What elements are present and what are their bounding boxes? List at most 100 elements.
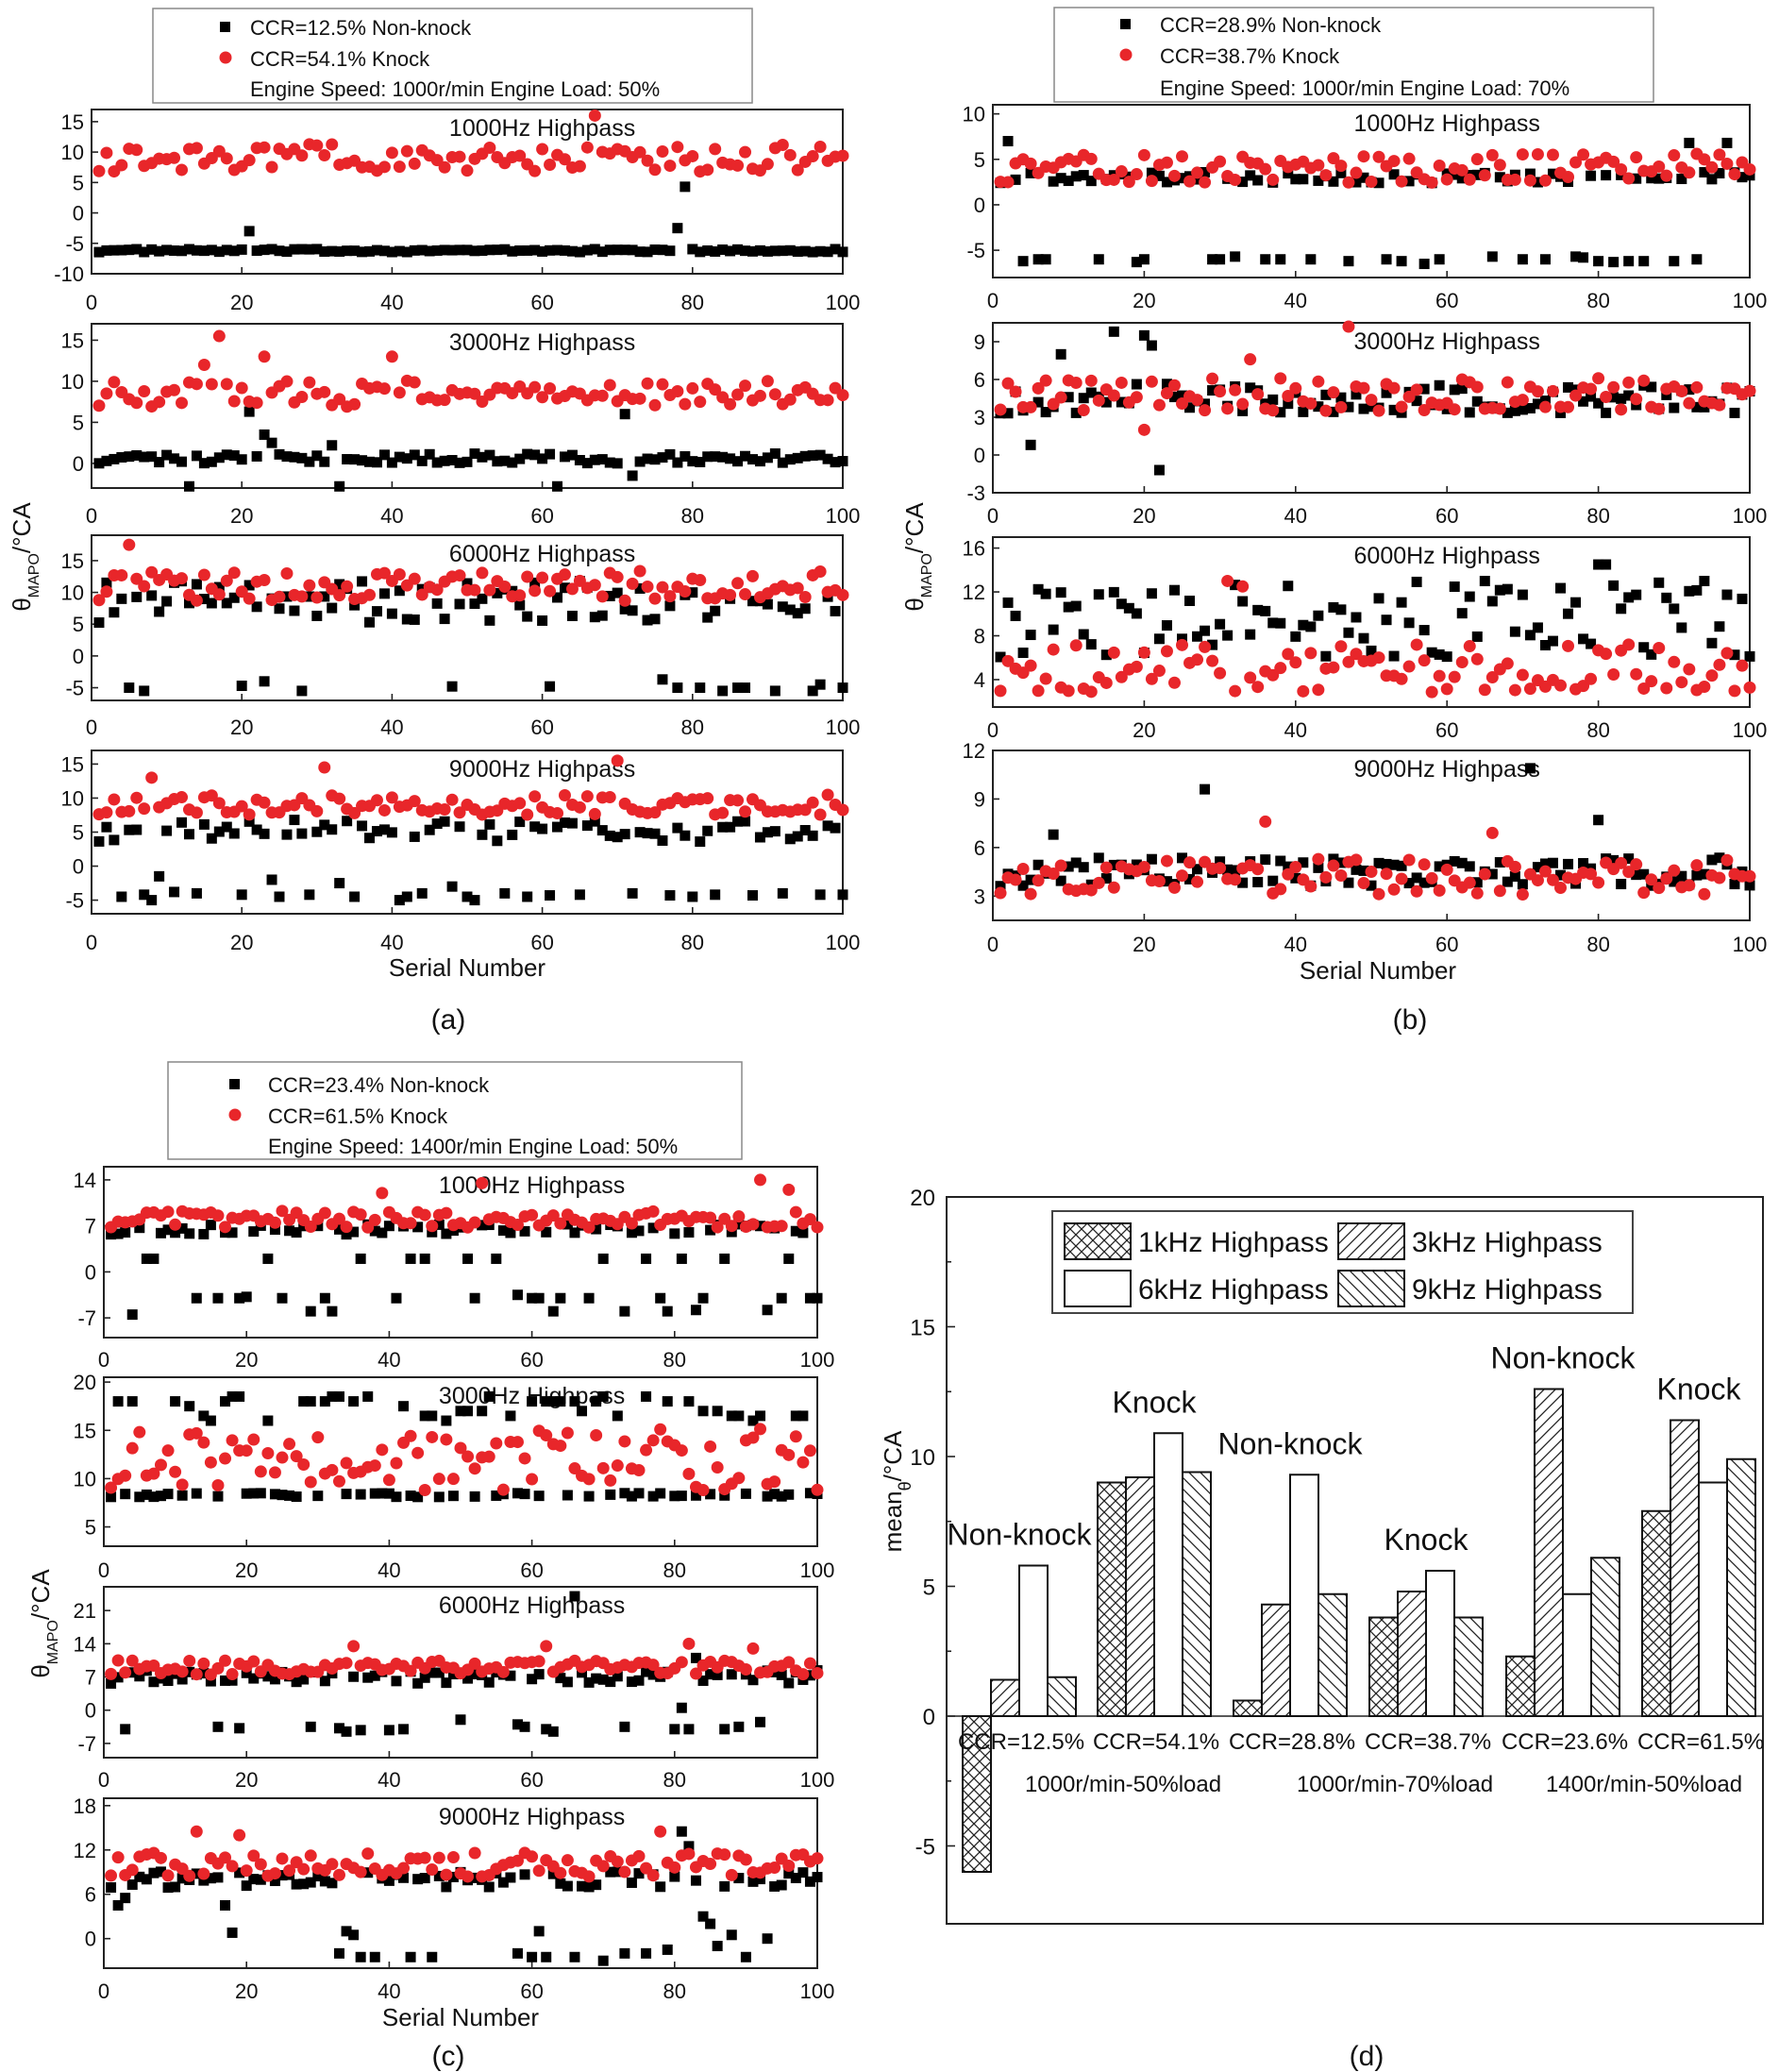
- non-knock-point: [1343, 877, 1354, 888]
- non-knock-point: [176, 1490, 188, 1501]
- non-knock-point: [101, 821, 112, 833]
- non-knock-point: [386, 457, 397, 468]
- knock-point: [521, 808, 534, 821]
- non-knock-point: [1200, 166, 1211, 177]
- non-knock-point: [162, 1676, 174, 1687]
- knock-point: [754, 1173, 767, 1187]
- non-knock-point: [596, 610, 608, 621]
- legend-label-knock: CCR=61.5% Knock: [268, 1104, 448, 1128]
- non-knock-point: [1517, 254, 1528, 265]
- non-knock-point: [327, 245, 338, 257]
- non-knock-point: [1260, 254, 1271, 265]
- knock-point: [297, 1862, 310, 1876]
- non-knock-point: [477, 1220, 488, 1231]
- knock-point: [1319, 404, 1333, 417]
- non-knock-point: [391, 1292, 402, 1304]
- non-knock-point: [462, 1253, 474, 1264]
- non-knock-point: [1063, 601, 1074, 613]
- knock-point: [295, 149, 309, 162]
- knock-point: [1630, 151, 1643, 164]
- knock-point: [526, 1473, 539, 1486]
- knock-point: [1501, 657, 1514, 670]
- non-knock-point: [1328, 176, 1339, 187]
- non-knock-point: [541, 1226, 552, 1238]
- knock-point: [393, 567, 406, 581]
- non-knock-point: [1456, 173, 1468, 184]
- x-tick-label: 80: [1586, 933, 1609, 956]
- non-knock-point: [1351, 612, 1362, 623]
- non-knock-point: [597, 1390, 609, 1402]
- non-knock-point: [664, 890, 676, 901]
- non-knock-point: [116, 891, 127, 902]
- non-knock-point: [109, 244, 120, 256]
- non-knock-point: [672, 822, 683, 834]
- non-knock-point: [1418, 625, 1430, 636]
- x-tick-label: 20: [230, 504, 253, 528]
- non-knock-point: [248, 1673, 260, 1684]
- non-knock-point: [830, 605, 841, 616]
- knock-point: [483, 583, 496, 597]
- knock-point: [1357, 150, 1370, 163]
- knock-point: [1554, 881, 1567, 894]
- non-knock-point: [1524, 402, 1536, 413]
- knock-point: [573, 800, 586, 814]
- non-knock-point: [477, 593, 488, 604]
- non-knock-point: [541, 1396, 552, 1407]
- non-knock-point: [319, 1676, 330, 1687]
- non-knock-point: [755, 1716, 766, 1727]
- non-knock-point: [148, 1253, 159, 1264]
- non-knock-point: [1070, 407, 1082, 418]
- non-knock-point: [176, 1873, 188, 1884]
- non-knock-point: [220, 1396, 231, 1407]
- y-tick-label: -7: [77, 1732, 96, 1756]
- non-knock-point: [529, 577, 541, 588]
- non-knock-point: [732, 244, 744, 255]
- non-knock-point: [655, 1881, 666, 1893]
- knock-point: [1304, 396, 1317, 410]
- knock-point: [1115, 376, 1128, 389]
- x-tick-label: 60: [530, 504, 553, 528]
- non-knock-point: [131, 244, 143, 255]
- non-knock-point: [717, 451, 729, 463]
- non-knock-point: [537, 823, 548, 834]
- non-knock-point: [995, 881, 1006, 892]
- non-knock-point: [552, 821, 563, 833]
- knock-point: [310, 804, 324, 817]
- non-knock-point: [1684, 384, 1695, 396]
- non-knock-point: [1290, 174, 1301, 185]
- non-knock-point: [1638, 642, 1650, 653]
- legend-label-non-knock: CCR=28.9% Non-knock: [1160, 13, 1382, 37]
- non-knock-point: [491, 1253, 502, 1264]
- knock-point: [540, 1640, 553, 1653]
- knock-point: [1653, 641, 1666, 654]
- non-knock-point: [497, 1877, 509, 1888]
- knock-point: [1645, 675, 1658, 688]
- knock-point: [1274, 372, 1287, 385]
- knock-point: [1274, 883, 1287, 896]
- non-knock-point: [289, 605, 300, 616]
- non-knock-point: [1177, 852, 1187, 864]
- knock-point: [303, 579, 316, 592]
- non-knock-point: [1563, 858, 1574, 869]
- knock-point: [1743, 384, 1756, 397]
- non-knock-point: [604, 457, 615, 468]
- non-knock-point: [1434, 254, 1445, 265]
- non-knock-point: [106, 1882, 117, 1894]
- y-tick-label: 0: [85, 1260, 96, 1284]
- knock-point: [176, 1665, 189, 1678]
- non-knock-point: [1305, 621, 1317, 632]
- non-knock-point: [519, 1869, 530, 1880]
- group-ccr-label: CCR=54.1%: [1093, 1729, 1219, 1755]
- non-knock-point: [364, 245, 376, 257]
- x-tick-label: 60: [520, 1979, 543, 2003]
- non-knock-point: [234, 1723, 245, 1734]
- non-knock-point: [148, 1676, 159, 1688]
- knock-point: [1493, 159, 1506, 172]
- y-tick-label: -5: [915, 1835, 935, 1861]
- non-knock-point: [702, 612, 713, 623]
- non-knock-point: [409, 614, 420, 625]
- knock-point: [332, 1868, 345, 1881]
- knock-point: [791, 163, 804, 177]
- knock-point: [496, 1483, 510, 1496]
